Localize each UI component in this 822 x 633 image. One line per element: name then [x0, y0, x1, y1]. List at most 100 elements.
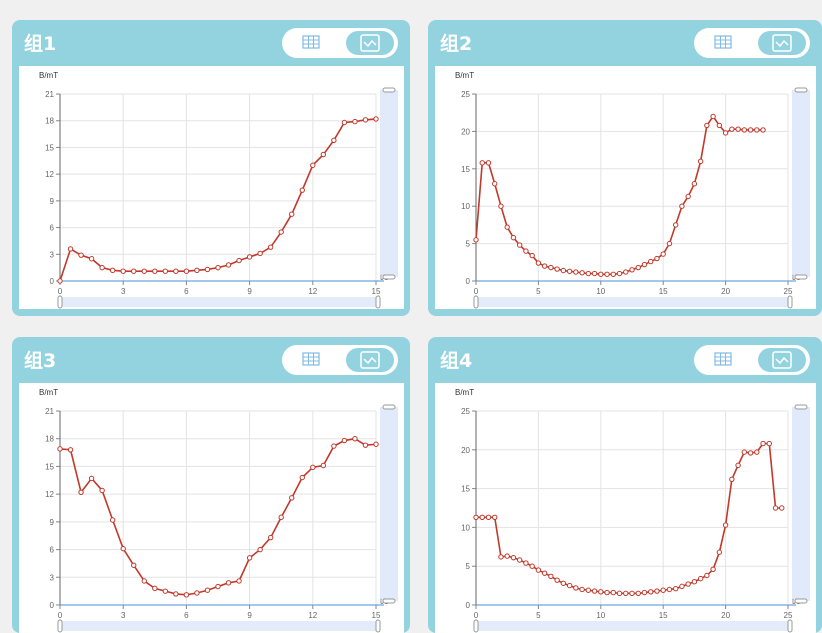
data-point[interactable]	[591, 588, 598, 594]
data-point[interactable]	[88, 256, 95, 262]
data-point[interactable]	[729, 126, 735, 132]
data-point[interactable]	[485, 160, 492, 166]
data-point[interactable]	[573, 269, 579, 275]
data-point[interactable]	[610, 271, 616, 277]
data-point[interactable]	[57, 278, 63, 284]
x-zoom-handle-right[interactable]	[787, 619, 793, 633]
data-point[interactable]	[341, 437, 348, 444]
data-point[interactable]	[183, 592, 190, 598]
data-point[interactable]	[362, 117, 369, 123]
data-point[interactable]	[560, 267, 567, 274]
data-point[interactable]	[560, 580, 567, 586]
data-point[interactable]	[341, 119, 348, 126]
data-point[interactable]	[535, 567, 542, 573]
data-point[interactable]	[267, 534, 274, 541]
data-point[interactable]	[131, 268, 137, 274]
data-point[interactable]	[504, 553, 510, 559]
data-point[interactable]	[554, 266, 560, 272]
y-zoom-slider[interactable]	[792, 90, 810, 277]
data-point[interactable]	[691, 181, 698, 187]
data-point[interactable]	[735, 126, 741, 132]
data-point[interactable]	[672, 586, 679, 592]
data-point[interactable]	[88, 475, 95, 482]
data-point[interactable]	[120, 545, 126, 552]
data-point[interactable]	[722, 522, 729, 528]
data-point[interactable]	[672, 222, 679, 228]
x-zoom-handle-left[interactable]	[57, 619, 63, 633]
data-point[interactable]	[373, 441, 379, 447]
data-point[interactable]	[479, 160, 485, 166]
data-point[interactable]	[504, 224, 510, 230]
data-point[interactable]	[492, 514, 498, 521]
data-point[interactable]	[141, 578, 147, 584]
x-zoom-handle-right[interactable]	[375, 295, 381, 309]
y-zoom-handle-top[interactable]	[382, 404, 396, 410]
data-point[interactable]	[666, 586, 673, 593]
data-point[interactable]	[604, 589, 610, 596]
data-point[interactable]	[541, 570, 548, 576]
y-zoom-handle-bottom[interactable]	[382, 598, 396, 604]
data-point[interactable]	[120, 268, 126, 274]
data-point[interactable]	[246, 254, 253, 260]
data-point[interactable]	[604, 271, 610, 277]
data-point[interactable]	[131, 562, 137, 568]
data-point[interactable]	[660, 251, 666, 257]
data-point[interactable]	[654, 255, 660, 262]
y-zoom-slider[interactable]	[792, 407, 810, 601]
data-point[interactable]	[473, 514, 479, 521]
data-point[interactable]	[710, 113, 716, 120]
data-point[interactable]	[629, 267, 635, 273]
data-point[interactable]	[660, 587, 666, 593]
data-point[interactable]	[99, 264, 105, 271]
data-point[interactable]	[373, 116, 379, 122]
data-point[interactable]	[554, 577, 560, 583]
data-point[interactable]	[320, 462, 327, 469]
data-point[interactable]	[704, 122, 710, 129]
data-point[interactable]	[685, 581, 691, 587]
data-point[interactable]	[162, 268, 169, 274]
data-point[interactable]	[716, 549, 723, 555]
data-point[interactable]	[635, 590, 641, 597]
data-point[interactable]	[57, 446, 63, 452]
data-point[interactable]	[331, 137, 337, 144]
data-point[interactable]	[141, 268, 147, 274]
y-zoom-handle-bottom[interactable]	[382, 274, 396, 280]
y-zoom-handle-bottom[interactable]	[794, 274, 808, 280]
data-point[interactable]	[741, 449, 748, 455]
data-point[interactable]	[152, 585, 158, 592]
data-point[interactable]	[591, 270, 598, 277]
chart-view-button[interactable]	[346, 348, 394, 372]
data-point[interactable]	[641, 261, 648, 268]
data-point[interactable]	[331, 443, 337, 449]
data-point[interactable]	[704, 572, 710, 579]
data-point[interactable]	[310, 162, 316, 168]
data-point[interactable]	[666, 240, 673, 247]
x-zoom-handle-right[interactable]	[787, 295, 793, 309]
x-zoom-handle-left[interactable]	[473, 619, 479, 633]
x-zoom-slider[interactable]	[476, 297, 790, 307]
data-point[interactable]	[289, 211, 295, 217]
data-point[interactable]	[697, 575, 704, 582]
data-point[interactable]	[722, 130, 729, 136]
data-point[interactable]	[194, 267, 200, 274]
y-zoom-slider[interactable]	[380, 407, 398, 601]
chart-view-button[interactable]	[346, 31, 394, 55]
x-zoom-slider[interactable]	[60, 621, 378, 631]
table-view-button[interactable]	[700, 348, 748, 372]
data-point[interactable]	[679, 203, 685, 209]
y-zoom-handle-top[interactable]	[794, 87, 808, 93]
data-point[interactable]	[162, 588, 169, 594]
data-point[interactable]	[109, 517, 116, 523]
data-point[interactable]	[516, 557, 523, 563]
y-zoom-handle-top[interactable]	[382, 87, 396, 93]
data-point[interactable]	[225, 262, 232, 268]
data-point[interactable]	[492, 181, 498, 187]
data-point[interactable]	[623, 590, 629, 597]
data-point[interactable]	[529, 563, 535, 569]
data-point[interactable]	[635, 264, 641, 271]
data-point[interactable]	[299, 474, 305, 481]
data-point[interactable]	[598, 589, 604, 595]
data-point[interactable]	[236, 578, 242, 584]
data-point[interactable]	[173, 268, 179, 274]
x-zoom-slider[interactable]	[60, 297, 378, 307]
